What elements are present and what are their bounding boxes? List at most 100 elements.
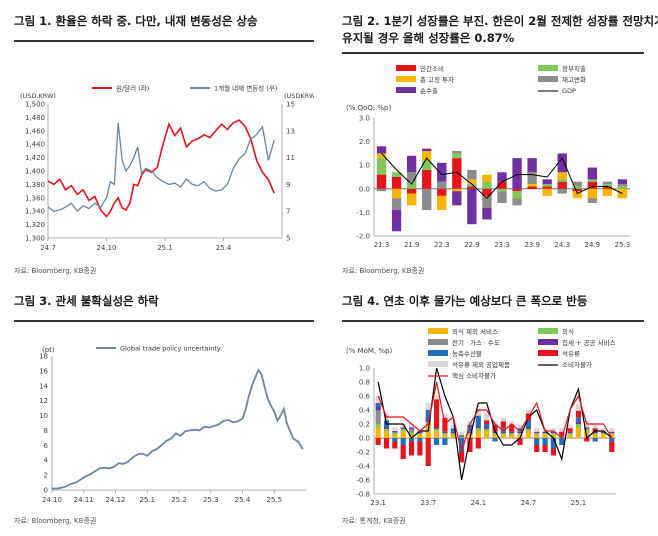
chart4-bar-segment (509, 431, 515, 434)
chart4-bar-segment (433, 428, 440, 431)
chart3-plot: 0 2 4 6 8 10 12 14 16 18 24.10 24.11 24.12 25.1 25.2 25… (39, 345, 306, 504)
chart2-y-tick-label: 0.0 (359, 185, 370, 193)
chart2-x-tick-label: 25.3 (615, 241, 631, 249)
chart4-bar-segment (417, 438, 423, 442)
chart4-bar-segment (459, 452, 465, 463)
chart4-bar-segment (517, 431, 523, 434)
chart4-bar-segment (500, 433, 506, 435)
chart2-bar-segment (617, 186, 628, 189)
chart4-bar-segment (575, 421, 582, 424)
chart4-bar-segment (392, 427, 398, 431)
chart4-bar-segment (475, 431, 481, 438)
chart4-bar-segment (575, 410, 582, 418)
chart4-bar-segment (542, 445, 548, 452)
chart1-left-tick-label: 1,480 (25, 114, 45, 122)
chart4-bar-segment (609, 441, 615, 452)
chart4-bar-segment (450, 424, 456, 429)
chart2-bar-segment (452, 151, 462, 154)
chart4-y-tick-label: -0.4 (356, 463, 370, 471)
chart4-bar-segment (408, 438, 415, 442)
chart3-y-tick-label: 18 (39, 353, 48, 361)
chart4-bar-segment (484, 431, 490, 438)
chart2-bar-segment (587, 179, 598, 182)
chart4-bar-segment (550, 428, 557, 432)
chart4-plot: -0.8 -0.6 -0.4 -0.2 0.0 0.2 0.4 0.6 0.8 1.0 23.1 23… (346, 327, 616, 507)
chart2-x-tick-label: 23.3 (494, 241, 510, 249)
chart4-bar-segment (525, 420, 531, 428)
chart4-bar-segment (450, 431, 456, 434)
chart4-legend-label: 외식 제외 서비스 (452, 327, 498, 336)
chart4-source: 자료: 통계청, KB증권 (342, 517, 406, 525)
chart2-bar-segment (467, 184, 477, 187)
chart4-bar-segment (450, 434, 456, 438)
chart4-bar-segment (467, 431, 473, 434)
chart4-bar-segment (492, 424, 498, 432)
chart1-left-tick-label: 1,340 (25, 208, 45, 216)
chart2-bar-segment (557, 172, 567, 180)
chart2-bar-segment (406, 155, 417, 173)
chart4-bar-segment (392, 441, 398, 449)
chart4-bar-segment (417, 431, 423, 434)
chart4-x-tick-label: 24.1 (471, 499, 487, 507)
chart2-x-tick-label: 22.3 (434, 241, 450, 249)
chart4-bar-segment (442, 434, 448, 438)
chart4-bar-segment (584, 438, 590, 442)
chart4-y-tick-label: -0.2 (356, 449, 370, 457)
chart1-right-unit: (USDKRW) (284, 92, 314, 100)
chart4-y-tick-label: 0.4 (359, 407, 371, 415)
chart4-bar-segment (392, 431, 398, 433)
chart4-bar-segment (442, 438, 448, 445)
chart2-legend-label: 총 고정 투자 (420, 75, 454, 84)
chart4-bar-segment (433, 399, 440, 428)
chart2-bar-segment (602, 181, 613, 185)
chart2-y-tick-label: 3.0 (359, 115, 370, 123)
chart4-legend-label: 소비자물가 (562, 360, 592, 369)
chart4-bar-segment (525, 428, 531, 431)
chart4-bar-segment (484, 424, 490, 428)
chart2-bar-segment (406, 188, 417, 194)
chart4-bar-segment (417, 434, 423, 438)
chart4-y-tick-label: 0.2 (359, 421, 370, 429)
chart2-bar-segment (376, 188, 387, 192)
chart3-x-tick-label: 25.2 (171, 496, 187, 504)
chart1-left-tick-label: 1,420 (25, 154, 45, 162)
chart2-bar-segment (542, 184, 552, 187)
chart4-x-tick-label: 24.7 (521, 499, 537, 507)
chart2-bar-segment (587, 167, 598, 180)
chart4-y-tick-label: 0.0 (359, 435, 370, 443)
chart2-bar-segment (602, 188, 613, 196)
chart4-bar-segment (400, 438, 406, 445)
chart1-left-tick-label: 1,400 (25, 168, 45, 176)
chart2-bar-segment (376, 146, 387, 154)
chart4-bar-segment (392, 432, 398, 435)
chart2-bar-segment (542, 188, 552, 196)
chart4-bar-segment (408, 441, 415, 456)
chart2-bar-segment (557, 188, 567, 194)
chart2-bar-segment (572, 181, 582, 187)
chart3-x-tick-label: 25.3 (203, 496, 219, 504)
chart4-bar-segment (400, 427, 406, 429)
chart4-x-tick-label: 23.1 (370, 499, 386, 507)
chart2-bar-segment (406, 193, 417, 206)
chart4-bar-segment (584, 427, 590, 429)
chart2-bar-segment (406, 172, 417, 182)
chart2-bar-segment (391, 172, 402, 177)
chart2-bar-segment (452, 153, 462, 159)
chart3-y-tick-label: 10 (39, 412, 48, 420)
chart4-bar-segment (475, 415, 481, 427)
chart4-bar-segment (509, 434, 515, 438)
chart4-bar-segment (517, 434, 523, 438)
chart4-bar-segment (550, 438, 557, 449)
chart4-bar-segment (550, 448, 557, 456)
chart4-bar-segment (475, 408, 481, 416)
chart4-bar-segment (475, 426, 481, 429)
chart4-bar-segment (475, 438, 481, 449)
chart4-bar-segment (592, 431, 598, 434)
chart2-bar-segment (467, 188, 477, 225)
chart4-y-tick-label: -0.6 (356, 477, 370, 485)
chart4-bar-segment (517, 433, 523, 435)
chart4-legend-swatch (428, 328, 448, 334)
chart3-series-line (52, 368, 304, 490)
chart2-bar-segment (422, 169, 432, 189)
chart1-plot: 1,300 1,320 1,340 1,360 1,380 1,400 1,420 1,440… (20, 84, 314, 253)
